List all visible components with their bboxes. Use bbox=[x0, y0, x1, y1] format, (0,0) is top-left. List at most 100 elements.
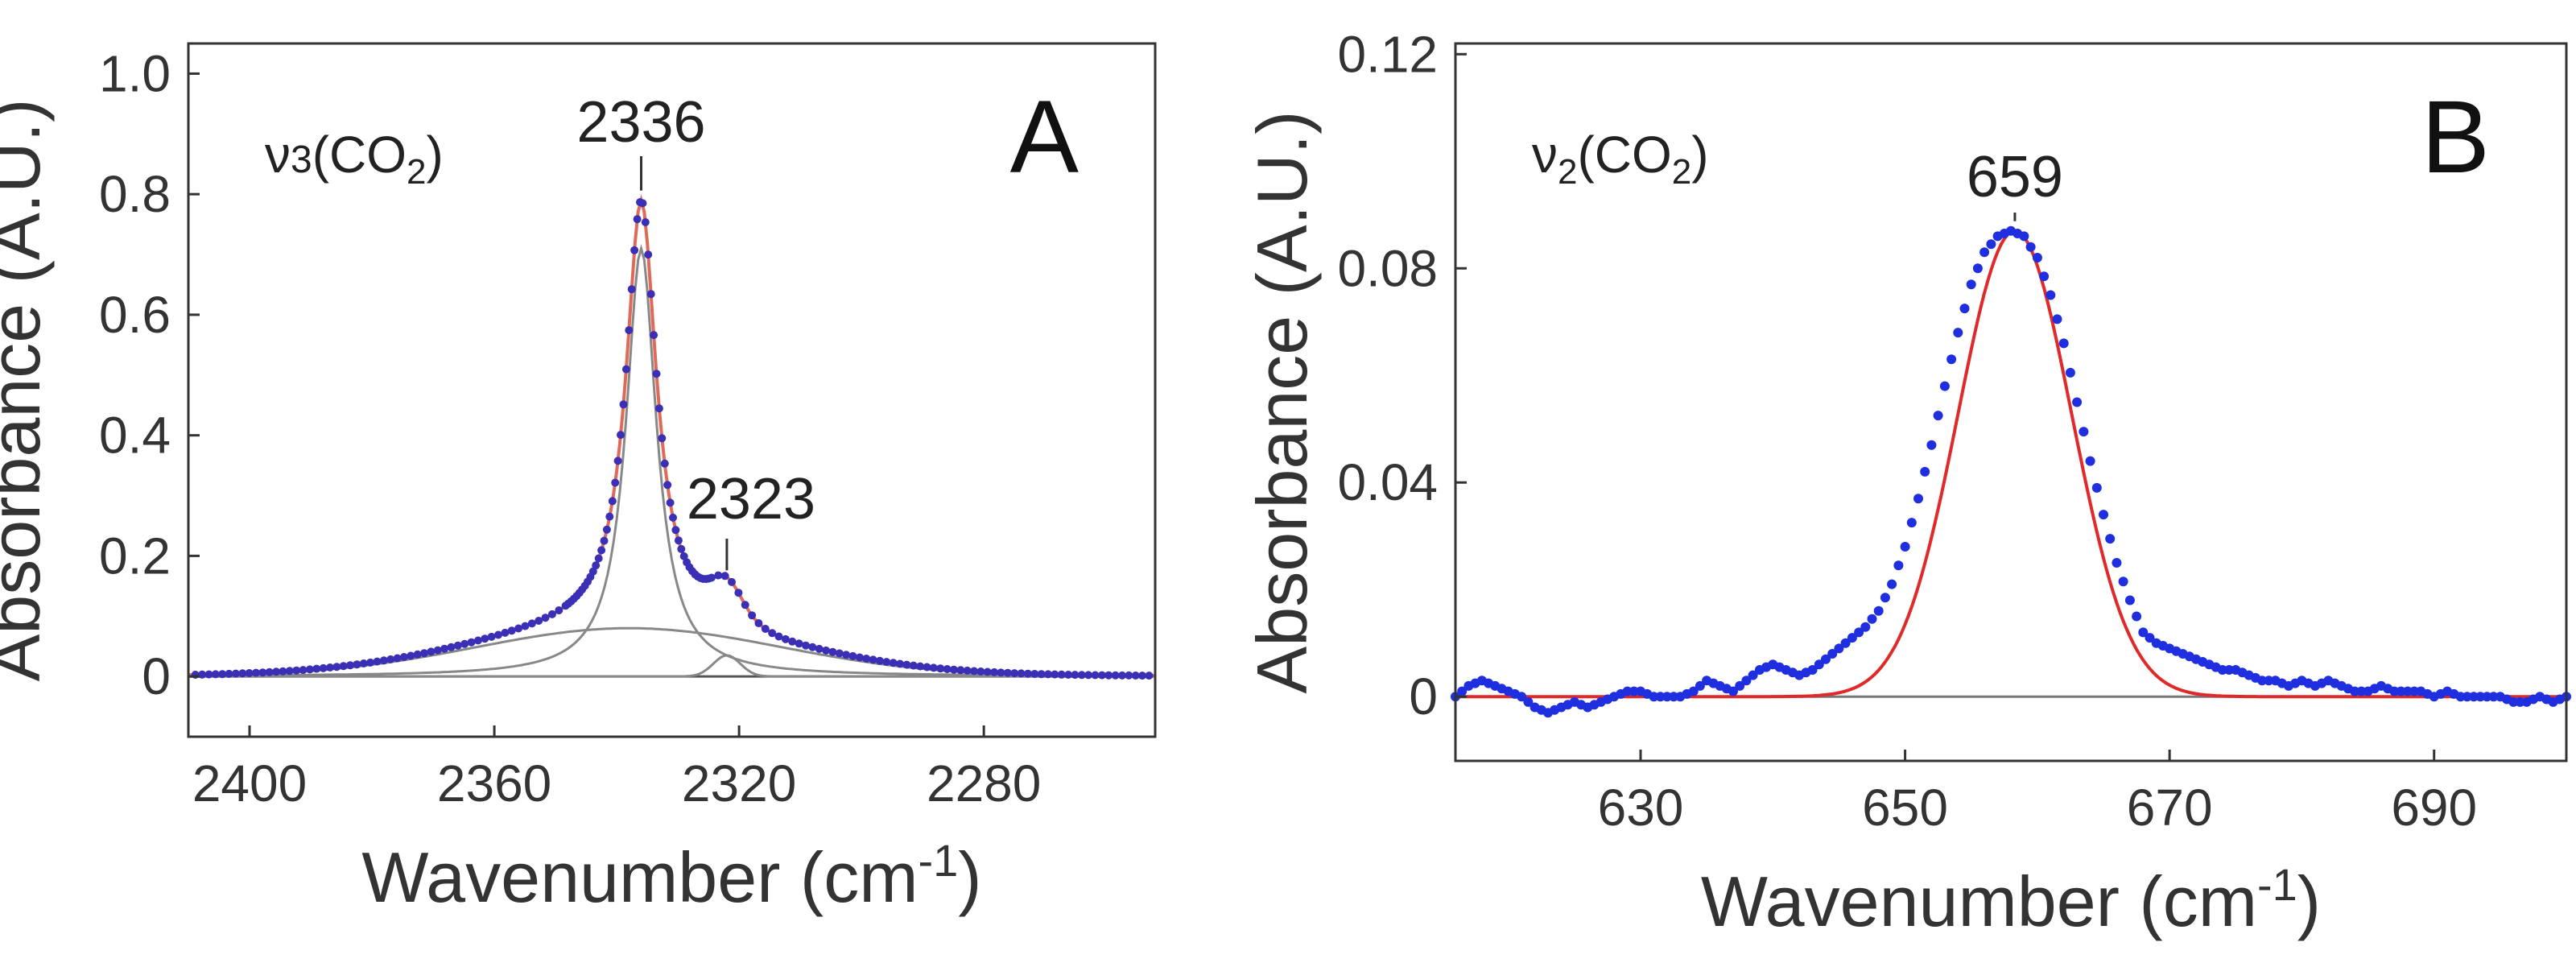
panel-a-data-point bbox=[602, 525, 611, 534]
panel-a-data-point bbox=[366, 658, 375, 667]
panel-b-data-point bbox=[2396, 686, 2406, 696]
panel-a-data-point bbox=[741, 601, 749, 610]
panel-a-data-point bbox=[265, 667, 274, 676]
panel-a-data-point bbox=[204, 670, 213, 679]
panel-b-letter: B bbox=[2421, 80, 2490, 195]
panel-b-data-point bbox=[1926, 440, 1937, 450]
panel-a-data-point bbox=[211, 670, 220, 679]
panel-a-data-point bbox=[231, 669, 240, 678]
panel-a-data-point bbox=[218, 670, 227, 679]
panel-b-data-point bbox=[1887, 579, 1897, 589]
panel-a-data-point bbox=[909, 661, 918, 670]
panel-b-x-axis-title: Wavenumber (cm-1) bbox=[1701, 859, 2321, 941]
panel-a-data-point bbox=[594, 554, 603, 563]
panel-a-data-point bbox=[279, 667, 287, 676]
panel-a-data-point bbox=[956, 666, 965, 675]
panel-b-data-point bbox=[1457, 686, 1468, 696]
panel-b-data-point bbox=[1662, 692, 1672, 702]
panel-b-data-point bbox=[2264, 676, 2274, 686]
panel-a-data-point bbox=[393, 654, 402, 663]
panel-b-data-point bbox=[2409, 686, 2420, 696]
panel-a-data-point bbox=[882, 658, 891, 667]
panel-b-data-point bbox=[2350, 686, 2360, 696]
b-x-tick-label: 670 bbox=[2127, 779, 2213, 837]
panel-b-data-point bbox=[1814, 659, 1824, 670]
panel-b-data-point bbox=[2039, 271, 2050, 282]
panel-b-data-point bbox=[1900, 542, 1910, 552]
panel-a-data-point bbox=[501, 628, 510, 637]
panel-a-data-point bbox=[677, 544, 686, 553]
panel-a-data-point bbox=[916, 662, 925, 671]
panel-b-data-point bbox=[2138, 627, 2149, 638]
panel-a-data-point bbox=[420, 649, 428, 658]
panel-a-data-point bbox=[902, 660, 911, 669]
panel-b-data-point bbox=[1821, 654, 1831, 664]
panel-b-data-point bbox=[1695, 680, 1705, 691]
panel-b-data-point bbox=[2032, 253, 2042, 262]
panel-a-data-point bbox=[761, 625, 770, 633]
panel-b-data-point bbox=[2105, 534, 2116, 544]
panel-b-data-points bbox=[1451, 225, 2571, 718]
panel-a-data-point bbox=[305, 665, 314, 674]
panel-a-data-point bbox=[473, 636, 482, 645]
panel-b-data-point bbox=[1939, 381, 1950, 391]
panel-b-data-point bbox=[1933, 411, 1943, 421]
panel-a-data-point bbox=[896, 659, 904, 668]
panel-a-data-point bbox=[617, 431, 625, 440]
panel-a-data-point bbox=[627, 285, 636, 294]
panel-b-data-point bbox=[1847, 633, 1857, 643]
panel-b-mode-close: ) bbox=[1691, 126, 1708, 184]
panel-b-data-point bbox=[2132, 611, 2142, 622]
panel-a-data-point bbox=[541, 614, 550, 622]
panel-b-data-point bbox=[1827, 649, 1838, 659]
panel-a-data-point bbox=[650, 331, 658, 340]
panel-b-data-point bbox=[1517, 692, 1527, 702]
panel-a-data-point bbox=[1145, 672, 1154, 680]
panel-a-annotations: 2336 2323 bbox=[576, 90, 815, 531]
panel-a-data-point bbox=[386, 655, 395, 663]
panel-b-data-point bbox=[2091, 482, 2102, 493]
panel-a-data-point bbox=[714, 571, 723, 580]
panel-a-data-point bbox=[652, 370, 661, 378]
panel-a: 2400 2360 2320 2280 00.20.40.60.81.0 233623… bbox=[0, 42, 1157, 917]
panel-a-data-point bbox=[936, 664, 945, 673]
panel-b-data-point bbox=[1979, 247, 1990, 258]
panel-b-mode-nu-sub: 2 bbox=[1558, 152, 1577, 192]
panel-a-data-point bbox=[467, 638, 476, 647]
panel-a-data-point bbox=[1091, 671, 1100, 680]
panel-a-data-point bbox=[332, 663, 341, 672]
panel-a-data-point bbox=[875, 656, 884, 665]
panel-a-data-point bbox=[625, 326, 634, 335]
panel-a-data-point bbox=[319, 663, 328, 672]
panel-a-data-point bbox=[1097, 671, 1106, 680]
panel-a-y-axis-title: Absorbance (A.U.) bbox=[0, 99, 55, 682]
panel-b-data-point bbox=[1959, 304, 1970, 314]
panel-b-xlabel-main: Wavenumber (cm bbox=[1701, 862, 2257, 941]
panel-a-data-point bbox=[802, 641, 810, 650]
panel-b-data-point bbox=[2019, 231, 2029, 242]
panel-b-data-point bbox=[2402, 686, 2413, 696]
panel-b-data-point bbox=[2488, 692, 2499, 702]
panel-a-data-point bbox=[1138, 672, 1146, 680]
panel-a-data-point bbox=[399, 653, 408, 661]
panel-a-data-point bbox=[862, 655, 871, 663]
panel-a-data-point bbox=[660, 459, 669, 468]
panel-a-data-point bbox=[245, 669, 254, 677]
panel-a-xlabel-close: ) bbox=[958, 837, 981, 917]
panel-a-data-point bbox=[663, 481, 672, 490]
panel-a-data-point bbox=[683, 558, 691, 567]
panel-a-data-point bbox=[842, 651, 851, 659]
panel-a-data-point bbox=[487, 632, 496, 641]
panel-b-data-point bbox=[1840, 638, 1851, 648]
panel-b-data-point bbox=[2052, 314, 2062, 324]
panel-b-data-point bbox=[1873, 605, 1884, 616]
panel-a-data-point bbox=[299, 666, 308, 675]
panel-a-data-point bbox=[990, 667, 999, 676]
panel-b-data-point bbox=[1834, 643, 1844, 654]
panel-b-data-point bbox=[1629, 686, 1639, 696]
panel-a-data-point bbox=[734, 589, 743, 597]
panel-b-data-point bbox=[2224, 665, 2235, 675]
panel-a-data-point bbox=[949, 665, 958, 674]
b-x-tick-label: 650 bbox=[1862, 779, 1948, 837]
a-y-tick-label: 0.2 bbox=[99, 527, 171, 585]
